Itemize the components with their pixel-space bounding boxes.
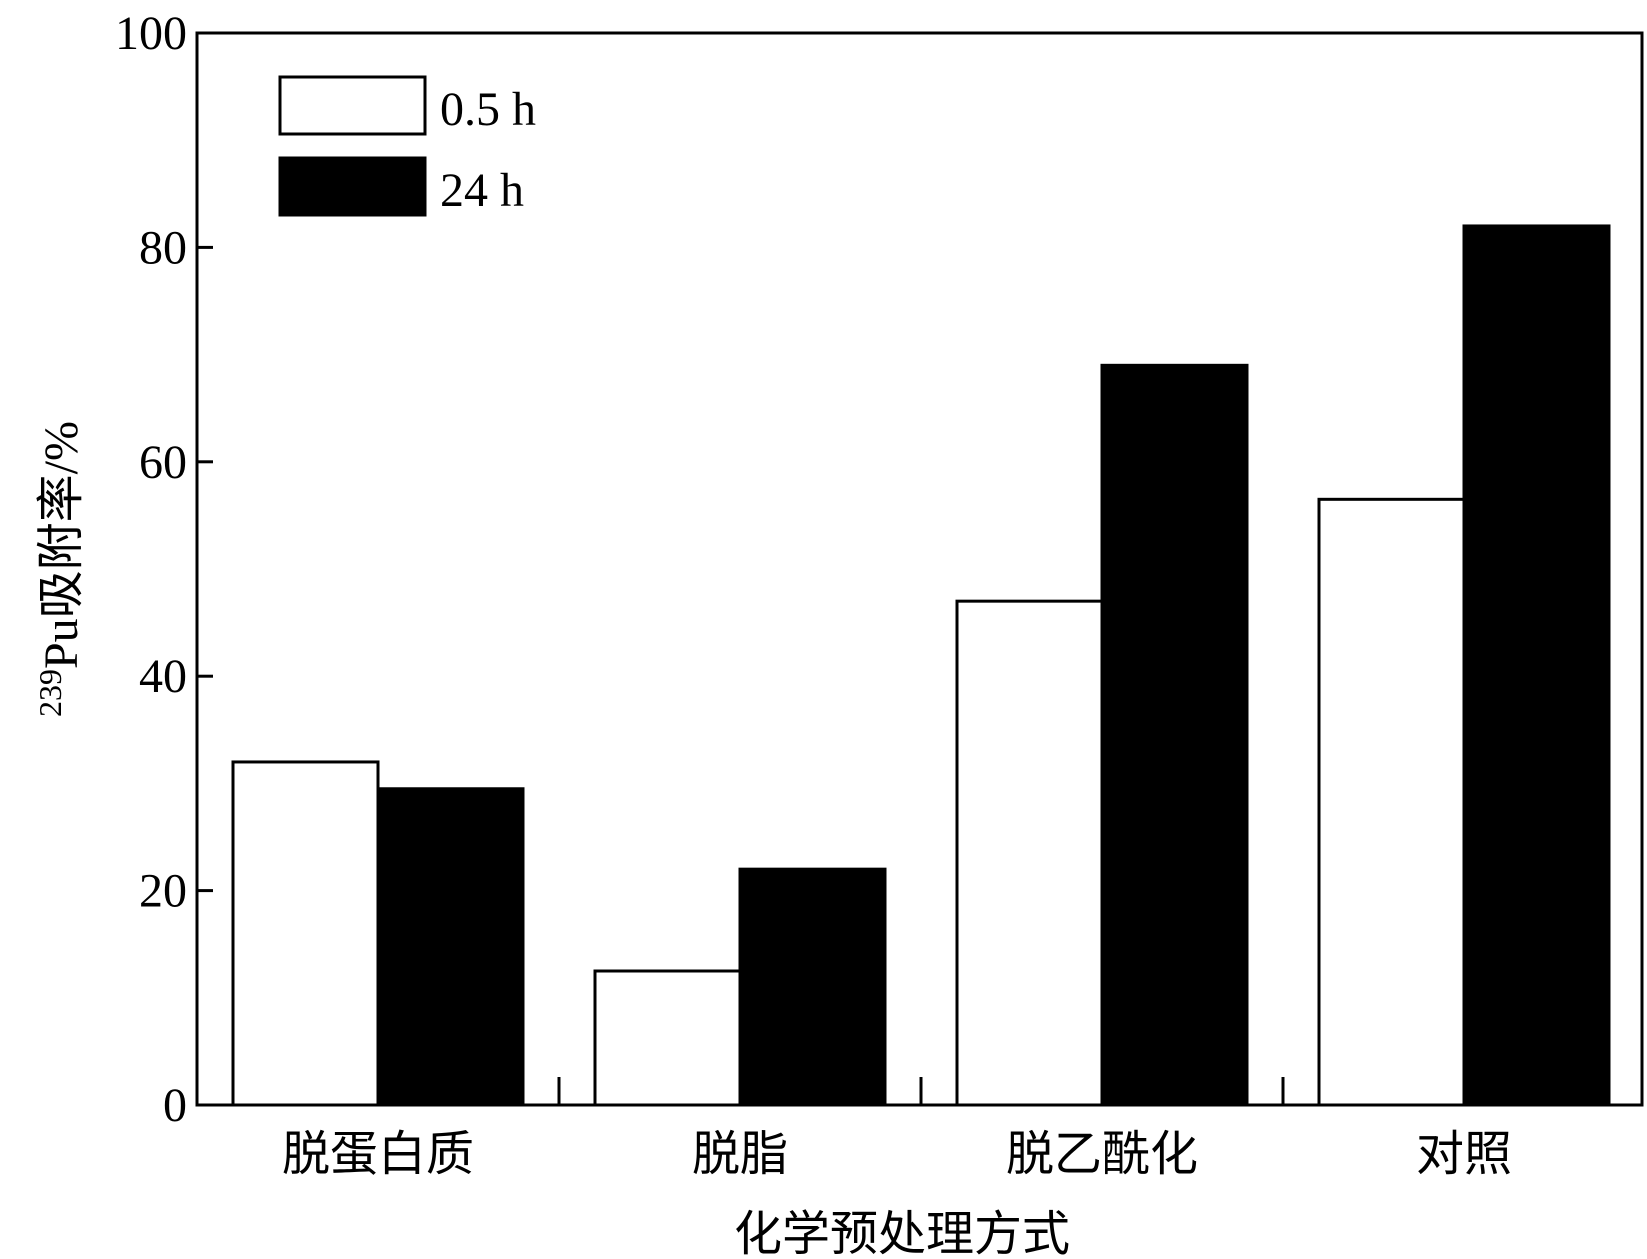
- bars-layer: [231, 224, 1611, 1107]
- bar-1-series-1: [738, 867, 887, 1107]
- y-axis-title-superscript: 239: [32, 669, 68, 717]
- bar-2-series-0: [955, 599, 1104, 1107]
- y-tick-label: 20: [139, 865, 187, 918]
- y-tick-label: 80: [139, 221, 187, 274]
- x-axis: 脱蛋白质 脱脂 脱乙酰化 对照: [282, 1077, 1512, 1182]
- bar-0-series-0: [231, 760, 380, 1107]
- bar-3-series-0: [1317, 497, 1466, 1107]
- y-tick-label: 0: [163, 1079, 187, 1132]
- y-tick-label: 60: [139, 436, 187, 489]
- x-axis-title: 化学预处理方式: [734, 1206, 1070, 1259]
- x-category-label: 脱乙酰化: [1006, 1126, 1198, 1182]
- bar-2-series-1: [1100, 363, 1249, 1107]
- y-tick-label: 40: [139, 650, 187, 703]
- x-category-label: 对照: [1416, 1126, 1512, 1182]
- bar-1-series-0: [593, 969, 742, 1107]
- legend-label-0-5h: 0.5 h: [440, 83, 536, 136]
- x-category-label: 脱脂: [692, 1126, 788, 1182]
- y-tick-label: 100: [115, 7, 187, 60]
- x-category-label: 脱蛋白质: [282, 1126, 474, 1182]
- legend-swatch-24h: [278, 156, 427, 217]
- bar-0-series-1: [376, 787, 525, 1107]
- legend-swatch-0-5h: [278, 75, 427, 136]
- legend-label-24h: 24 h: [440, 164, 524, 217]
- y-axis: 0 20 40 60 80 100: [115, 7, 213, 1132]
- y-axis-title-main: Pu吸附率/%: [35, 421, 88, 669]
- y-axis-title: 239Pu吸附率/%: [32, 421, 88, 717]
- legend: 0.5 h 24 h: [278, 75, 536, 217]
- bar-3-series-1: [1462, 224, 1611, 1107]
